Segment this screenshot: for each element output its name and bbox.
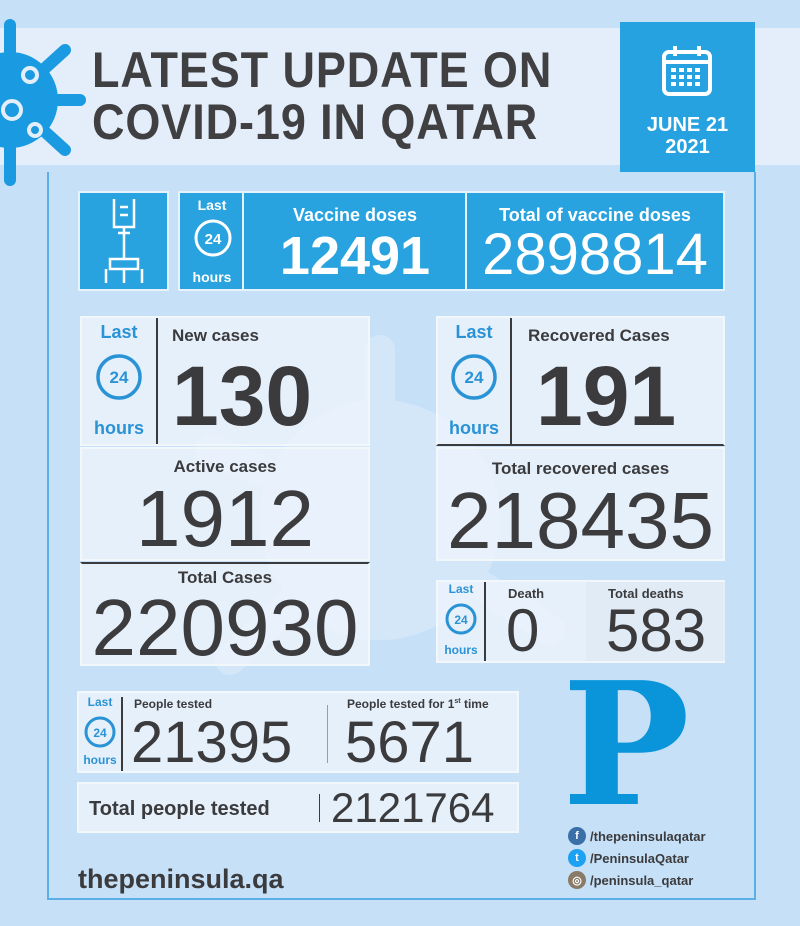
total-recovered-label: Total recovered cases (491, 459, 670, 478)
hours-label: hours (448, 418, 499, 438)
total-tested-label: Total people tested (89, 798, 270, 820)
svg-text:24: 24 (110, 368, 129, 387)
hours-label: hours (83, 753, 117, 767)
active-cases-panel: Active cases 1912 (80, 447, 370, 561)
clock-24-icon: 24 (194, 219, 232, 257)
svg-text:24: 24 (205, 231, 222, 248)
total-cases-label: Total Cases (177, 568, 273, 587)
new-cases-value: 130 (172, 349, 313, 443)
clock-24-icon: 24 (451, 354, 497, 400)
first-time-value: 5671 (345, 710, 475, 775)
last-label: Last (455, 322, 493, 342)
recovered-label: Recovered Cases (528, 326, 670, 345)
vaccine-doses-value: 12491 (279, 226, 431, 286)
vaccine-icon-box (78, 191, 169, 291)
clock-24-icon: 24 (445, 603, 477, 635)
last-label: Last (100, 322, 138, 342)
total-recovered-panel: Total recovered cases 218435 (436, 447, 725, 561)
active-cases-label: Active cases (173, 457, 277, 476)
instagram-icon: ◎ (568, 871, 586, 889)
website-link[interactable]: thepeninsula.qa (78, 864, 284, 894)
last-label: Last (448, 582, 474, 596)
total-vaccine-label: Total of vaccine doses (499, 205, 691, 225)
last-label: Last (87, 695, 113, 709)
total-recovered-value: 218435 (447, 476, 714, 565)
clock-24-icon: 24 (84, 716, 116, 748)
recovered-panel: Last 24 hours Recovered Cases 191 (436, 316, 725, 446)
clock-24-icon: 24 (96, 354, 142, 400)
tests-panel: Last 24 hours People tested 21395 People… (77, 691, 519, 773)
syringe-icon (104, 199, 144, 283)
svg-text:24: 24 (93, 726, 107, 740)
date-year: 2021 (665, 136, 710, 158)
hours-label: hours (444, 643, 478, 657)
deaths-panel: Last 24 hours Death 0 Total deaths 583 (436, 580, 725, 663)
total-cases-value: 220930 (91, 583, 359, 672)
date-box: JUNE 21 2021 (620, 22, 755, 172)
new-cases-panel: Last 24 hours New cases 130 (80, 316, 370, 446)
total-deaths-label: Total deaths (608, 586, 684, 601)
peninsula-logo: P (562, 645, 690, 845)
vaccine-stats-box: Last 24 hours Vaccine doses 12491 Total … (178, 191, 725, 291)
social-links: f/thepeninsulaqatar t/PeninsulaQatar ◎/p… (568, 825, 706, 891)
total-vaccine-value: 2898814 (482, 222, 708, 287)
instagram-link[interactable]: ◎/peninsula_qatar (568, 869, 706, 891)
page-title: LATEST UPDATE ON COVID-19 IN QATAR (92, 42, 553, 150)
svg-text:24: 24 (465, 368, 484, 387)
content-frame (47, 172, 756, 900)
last-label: Last (197, 197, 227, 213)
people-tested-value: 21395 (131, 710, 293, 775)
active-cases-value: 1912 (136, 474, 314, 563)
recovered-value: 191 (536, 349, 677, 443)
death-value: 0 (506, 597, 540, 664)
calendar-icon (662, 46, 712, 96)
twitter-icon: t (568, 849, 586, 867)
svg-text:24: 24 (454, 613, 468, 627)
total-tested-panel: Total people tested 2121764 (77, 782, 519, 833)
death-label: Death (508, 586, 545, 601)
total-tested-value: 2121764 (331, 784, 495, 831)
people-tested-label: People tested (134, 697, 213, 711)
first-time-label: People tested for 1st time (347, 697, 489, 711)
twitter-link[interactable]: t/PeninsulaQatar (568, 847, 706, 869)
hours-label: hours (93, 418, 144, 438)
date-day: JUNE 21 (646, 114, 729, 136)
total-cases-panel: Total Cases 220930 (80, 562, 370, 672)
total-deaths-value: 583 (606, 597, 707, 664)
new-cases-label: New cases (172, 326, 259, 345)
hours-label: hours (192, 269, 232, 285)
facebook-link[interactable]: f/thepeninsulaqatar (568, 825, 706, 847)
facebook-icon: f (568, 827, 586, 845)
vaccine-doses-label: Vaccine doses (292, 205, 418, 225)
virus-icon (0, 19, 86, 186)
